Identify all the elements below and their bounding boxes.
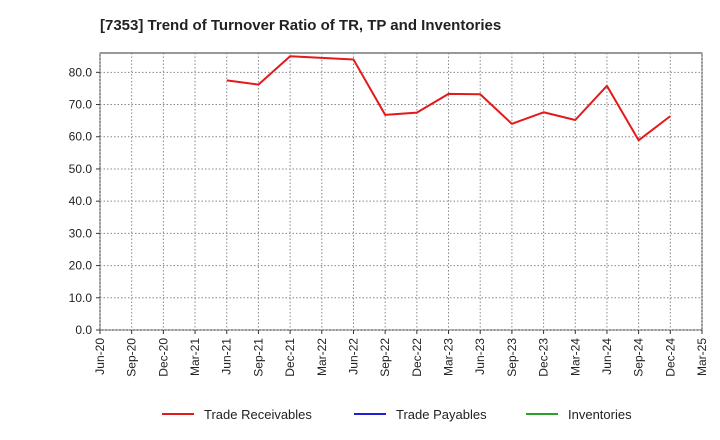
x-tick-label: Sep-24	[632, 338, 646, 377]
y-tick-label: 20.0	[69, 259, 93, 273]
legend-label: Trade Payables	[396, 407, 487, 422]
y-tick-label: 10.0	[69, 291, 93, 305]
legend-label: Trade Receivables	[204, 407, 312, 422]
x-tick-label: Sep-21	[251, 338, 265, 377]
x-tick-label: Sep-23	[505, 338, 519, 377]
x-tick-label: Jun-24	[600, 338, 614, 375]
y-axis: 0.0 10.0 20.0 30.0 40.0 50.0 60.0 70.0 80.0	[69, 65, 100, 337]
x-tick-label: Sep-22	[378, 338, 392, 377]
x-tick-label: Sep-20	[125, 338, 139, 377]
x-tick-label: Mar-23	[442, 338, 456, 376]
x-tick-label: Dec-24	[663, 338, 677, 377]
x-tick-label: Mar-25	[695, 338, 709, 376]
y-tick-label: 80.0	[69, 65, 93, 79]
x-tick-label: Jun-23	[473, 338, 487, 375]
x-axis: Jun-20 Sep-20 Dec-20 Mar-21 Jun-21 Sep-21 Dec-…	[93, 330, 709, 377]
grid-lines	[99, 52, 703, 331]
y-tick-label: 50.0	[69, 162, 93, 176]
y-tick-label: 60.0	[69, 130, 93, 144]
y-tick-label: 30.0	[69, 226, 93, 240]
x-tick-label: Jun-22	[346, 338, 360, 375]
x-tick-label: Dec-21	[283, 338, 297, 377]
chart-title: [7353] Trend of Turnover Ratio of TR, TP…	[100, 17, 501, 34]
legend: Trade Receivables Trade Payables Inventori…	[162, 407, 632, 422]
x-tick-label: Mar-22	[315, 338, 329, 376]
legend-label: Inventories	[568, 407, 632, 422]
x-tick-label: Dec-23	[537, 338, 551, 377]
x-tick-label: Jun-21	[220, 338, 234, 375]
x-tick-label: Mar-21	[188, 338, 202, 376]
y-tick-label: 0.0	[75, 323, 92, 337]
x-tick-label: Jun-20	[93, 338, 107, 375]
x-tick-label: Dec-22	[410, 338, 424, 377]
series-lines	[226, 55, 671, 142]
series-line-0	[226, 55, 671, 142]
y-tick-label: 40.0	[69, 194, 93, 208]
x-tick-label: Dec-20	[156, 338, 170, 377]
x-tick-label: Mar-24	[568, 338, 582, 376]
y-tick-label: 70.0	[69, 98, 93, 112]
